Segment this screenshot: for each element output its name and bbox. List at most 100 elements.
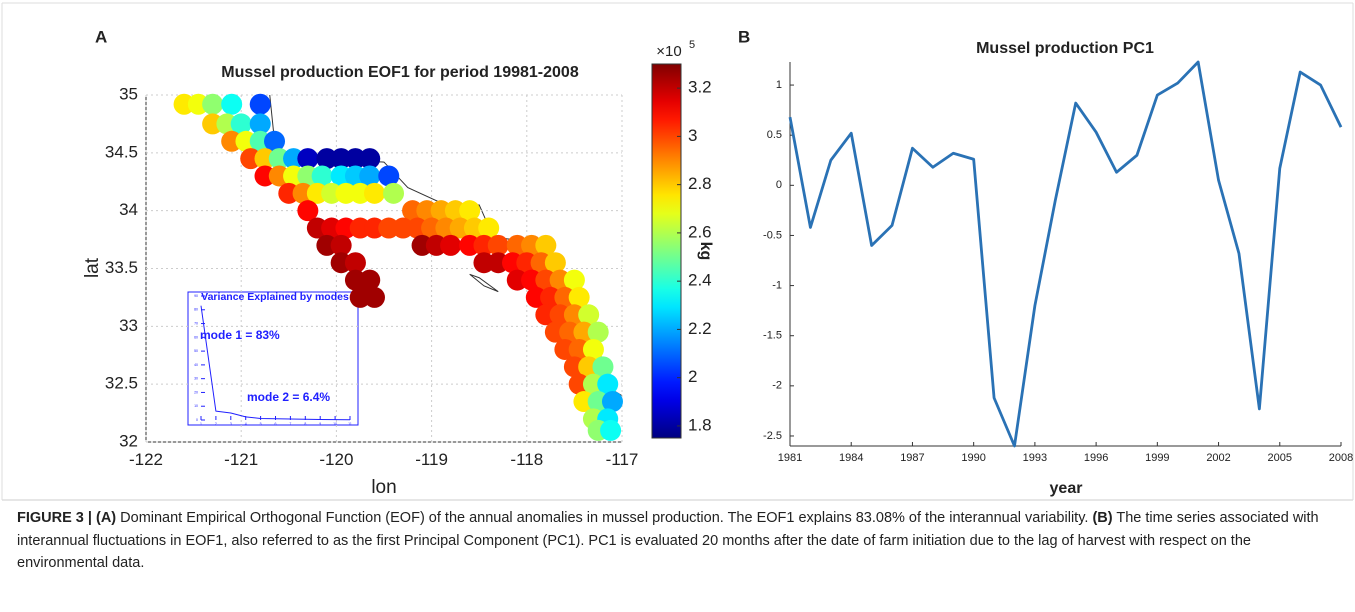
data-point xyxy=(359,269,381,291)
data-point xyxy=(478,217,500,239)
island xyxy=(469,273,499,293)
y-tick-label: 32.5 xyxy=(105,374,138,393)
x-tick-label: 9 xyxy=(319,422,321,426)
colorbar-tick-label: 3.2 xyxy=(688,78,712,97)
x-tick-label: 1993 xyxy=(1023,452,1047,464)
x-tick-label: 1987 xyxy=(900,452,924,464)
y-tick-label: -0.5 xyxy=(763,229,782,241)
data-point xyxy=(359,148,381,170)
colorbar-tick-label: 1.8 xyxy=(688,415,712,434)
colorbar-tick-label: 2.6 xyxy=(688,222,712,241)
x-tick-label: 7 xyxy=(289,422,291,426)
y-tick-label: 90 xyxy=(194,294,198,298)
data-point xyxy=(587,321,609,343)
colorbar xyxy=(651,63,682,439)
x-tick-label: -119 xyxy=(415,450,448,469)
caption-text: FIGURE 3 | (A) xyxy=(17,510,117,526)
annotation: mode 2 = 6.4% xyxy=(247,390,330,404)
x-tick-label: 4 xyxy=(245,422,247,426)
x-tick-label: 1996 xyxy=(1084,452,1108,464)
data-point xyxy=(264,130,286,152)
colorbar-tick-label: 2 xyxy=(688,367,697,386)
data-point xyxy=(311,165,333,187)
x-tick-label: -117 xyxy=(606,450,639,469)
data-point xyxy=(297,148,319,170)
y-tick-label: 33 xyxy=(119,316,138,335)
y-tick-label: 34 xyxy=(119,200,138,219)
data-line xyxy=(788,60,1343,448)
data-point xyxy=(582,338,604,360)
x-tick-label: 1981 xyxy=(778,452,802,464)
colorbar-tick-label: 2.8 xyxy=(688,174,712,193)
y-tick-label: -2 xyxy=(772,380,782,392)
y-tick-label: -1.5 xyxy=(763,330,782,342)
annotation: mode 1 = 83% xyxy=(200,328,280,342)
data-point xyxy=(440,234,462,256)
caption-text: Dominant Empirical Orthogonal Function (… xyxy=(116,510,1093,526)
colorbar-tick-label: 2.4 xyxy=(688,271,712,290)
panel-label: B xyxy=(738,27,750,46)
y-axis-label: lat xyxy=(82,257,103,278)
data-point xyxy=(249,113,271,135)
y-tick-label: 20 xyxy=(194,390,198,394)
colorbar-tick-label: 3 xyxy=(688,126,697,145)
y-tick-label: 30 xyxy=(194,377,198,381)
data-point xyxy=(221,93,243,115)
data-point xyxy=(535,234,557,256)
y-tick-label: 10 xyxy=(194,404,198,408)
chart-title: Mussel production PC1 xyxy=(976,40,1154,57)
data-point xyxy=(359,165,381,187)
y-tick-label: 60 xyxy=(194,335,198,339)
data-point xyxy=(383,182,405,204)
x-tick-label: 1 xyxy=(200,422,202,426)
data-point xyxy=(363,182,385,204)
caption-text: (B) xyxy=(1092,510,1113,526)
x-tick-label: 6 xyxy=(275,422,277,426)
x-tick-label: 1999 xyxy=(1145,452,1169,464)
data-point xyxy=(592,356,614,378)
x-tick-label: 2008 xyxy=(1329,452,1353,464)
data-point xyxy=(330,234,352,256)
x-tick-label: 8 xyxy=(304,422,306,426)
x-tick-label: -122 xyxy=(129,450,163,469)
data-point xyxy=(597,373,619,395)
x-axis-label: lon xyxy=(371,477,396,498)
data-point xyxy=(600,419,622,441)
colorbar-exponent: 5 xyxy=(689,39,695,51)
data-line xyxy=(200,305,351,421)
inset-title: Variance Explained by modes xyxy=(201,291,349,303)
y-tick-label: 34.5 xyxy=(105,142,138,161)
x-tick-label: 2005 xyxy=(1268,452,1292,464)
y-tick-label: 0 xyxy=(196,418,198,422)
data-point xyxy=(487,234,509,256)
x-tick-label: 1984 xyxy=(839,452,863,464)
x-tick-label: 1990 xyxy=(961,452,985,464)
y-tick-label: 50 xyxy=(194,349,198,353)
y-tick-label: -2.5 xyxy=(763,430,782,442)
x-tick-label: -118 xyxy=(510,450,543,469)
x-tick-label: 10 xyxy=(333,422,337,426)
x-tick-label: -120 xyxy=(319,450,353,469)
y-tick-label: 40 xyxy=(194,363,198,367)
data-point xyxy=(363,286,385,308)
data-point xyxy=(202,93,224,115)
y-tick-label: 32 xyxy=(119,431,138,450)
data-point xyxy=(563,269,585,291)
colorbar-label: kg xyxy=(697,242,714,261)
x-axis-label: year xyxy=(1050,480,1083,497)
data-point xyxy=(601,391,623,413)
x-tick-label: 11 xyxy=(348,422,352,426)
y-tick-label: 80 xyxy=(194,308,198,312)
data-point xyxy=(568,286,590,308)
x-tick-label: 3 xyxy=(230,422,232,426)
y-tick-label: 1 xyxy=(776,79,782,91)
y-tick-label: 0 xyxy=(776,179,782,191)
data-point xyxy=(297,200,319,222)
data-point xyxy=(249,93,271,115)
x-tick-label: 5 xyxy=(260,422,262,426)
panel-label: A xyxy=(95,27,107,46)
data-point xyxy=(378,165,400,187)
figure-graphics: A B Mussel production EOF1 for period 19… xyxy=(1,2,1354,501)
data-point xyxy=(459,200,481,222)
x-tick-label: -121 xyxy=(224,450,258,469)
